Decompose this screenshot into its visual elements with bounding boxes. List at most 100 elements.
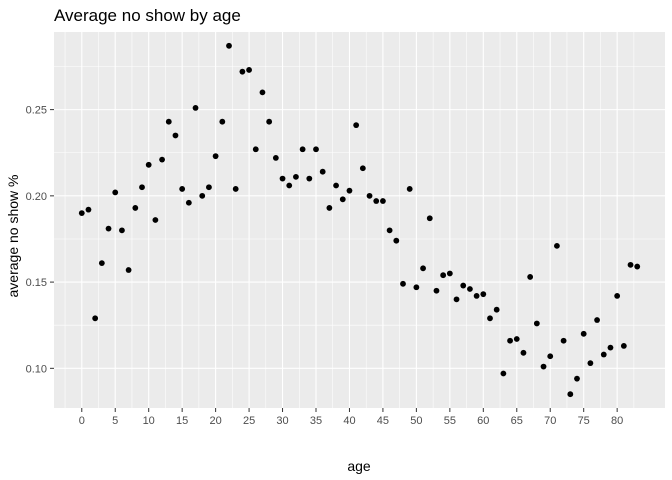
data-point (574, 375, 580, 382)
data-point (112, 189, 119, 196)
data-point (132, 205, 139, 211)
data-point (433, 287, 440, 294)
data-point (620, 343, 627, 349)
data-point (199, 192, 206, 199)
data-point (299, 146, 306, 153)
data-point (226, 42, 232, 49)
data-point (286, 182, 293, 189)
data-point (279, 175, 286, 182)
data-points (78, 42, 641, 398)
data-point (219, 118, 226, 125)
chart-title: Average no show by age (54, 6, 241, 25)
data-point (420, 265, 426, 272)
data-point (272, 155, 279, 161)
x-tick-label: 10 (143, 415, 155, 427)
data-point (239, 68, 246, 75)
data-point (259, 89, 266, 96)
y-axis-title: average no show % (5, 175, 21, 298)
data-point (152, 217, 159, 223)
data-point (460, 282, 467, 289)
data-point (266, 118, 273, 125)
data-point (380, 198, 386, 204)
data-point (105, 225, 112, 232)
data-point (627, 261, 634, 268)
data-point (473, 292, 480, 299)
data-point (453, 296, 460, 303)
x-tick-label: 55 (444, 415, 456, 427)
data-point (634, 263, 641, 270)
data-point (560, 337, 567, 344)
data-point (165, 118, 172, 125)
data-point (185, 199, 192, 206)
x-tick-label: 15 (176, 415, 188, 427)
data-point (480, 291, 487, 298)
data-point (319, 168, 326, 175)
data-point (467, 286, 473, 292)
data-point (179, 186, 186, 192)
data-point (580, 330, 587, 337)
data-point (145, 161, 152, 168)
data-point (85, 206, 92, 213)
data-point (426, 215, 433, 222)
data-point (567, 391, 574, 398)
y-tick-label: 0.10 (26, 363, 47, 375)
data-point (92, 315, 99, 322)
data-point (533, 320, 540, 327)
data-point (513, 336, 520, 342)
data-point (487, 315, 493, 322)
data-point (339, 196, 346, 203)
x-tick-label: 50 (410, 415, 422, 427)
data-point (206, 184, 212, 191)
data-point (78, 210, 85, 217)
data-point (554, 242, 560, 249)
x-tick-label: 80 (611, 415, 623, 427)
data-point (326, 205, 333, 211)
x-tick-label: 70 (544, 415, 556, 427)
data-point (346, 187, 353, 194)
data-point (333, 182, 339, 189)
data-point (125, 267, 132, 273)
y-tick-label: 0.25 (26, 105, 47, 117)
x-tick-label: 75 (578, 415, 590, 427)
data-point (587, 360, 594, 367)
data-point (400, 280, 406, 287)
data-point (353, 122, 360, 129)
data-point (547, 353, 554, 360)
data-point (98, 260, 105, 267)
x-tick-label: 5 (112, 415, 118, 427)
data-point (246, 67, 252, 73)
data-point (614, 292, 621, 299)
data-point (359, 165, 366, 172)
data-point (306, 175, 313, 182)
data-point (159, 156, 165, 163)
data-point (527, 274, 534, 280)
x-tick-label: 30 (276, 415, 288, 427)
data-point (600, 351, 607, 358)
data-point (594, 317, 600, 323)
data-point (366, 192, 373, 199)
data-point (212, 153, 219, 160)
data-point (493, 306, 500, 313)
data-point (607, 344, 614, 351)
data-point (500, 370, 507, 377)
data-point (446, 270, 453, 277)
x-tick-label: 65 (511, 415, 523, 427)
x-tick-label: 40 (343, 415, 355, 427)
data-point (373, 198, 380, 204)
y-tick-label: 0.15 (26, 277, 47, 289)
data-point (507, 337, 513, 344)
data-point (406, 186, 413, 192)
data-point (232, 186, 239, 192)
x-axis-title: age (347, 458, 371, 474)
data-point (540, 363, 547, 370)
data-point (386, 227, 393, 234)
data-point (440, 272, 447, 279)
data-point (139, 184, 145, 191)
x-tick-label: 35 (310, 415, 322, 427)
x-tick-label: 20 (209, 415, 221, 427)
data-point (520, 349, 527, 356)
data-point (293, 173, 299, 180)
data-point (252, 146, 259, 153)
x-tick-label: 0 (79, 415, 85, 427)
